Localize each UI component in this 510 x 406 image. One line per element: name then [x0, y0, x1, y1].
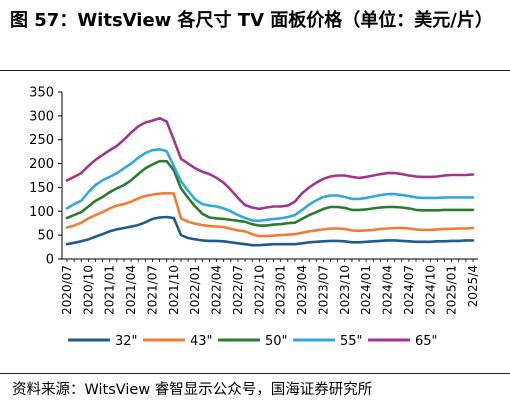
- x-tick-label: 2022/10: [252, 265, 266, 315]
- x-tick-label: 2021/07: [145, 265, 159, 315]
- x-tick-label: 2022/01: [188, 265, 202, 315]
- title-underline: [0, 70, 510, 71]
- x-tick-label: 2023/07: [316, 265, 330, 315]
- y-tick-label: 200: [29, 157, 54, 172]
- legend-label-4: 65": [415, 334, 438, 349]
- x-tick-label: 2024/01: [359, 265, 373, 315]
- source-divider: [0, 373, 510, 374]
- figure-title: 图 57：WitsView 各尺寸 TV 面板价格（单位：美元/片）: [10, 10, 493, 31]
- series-line-2: [65, 159, 475, 227]
- y-tick-label: 0: [46, 253, 54, 268]
- x-tick-label: 2023/01: [274, 265, 288, 315]
- x-tick-label: 2024/07: [402, 265, 416, 315]
- y-tick-label: 250: [29, 133, 54, 148]
- x-tick-label: 2020/10: [81, 265, 95, 315]
- x-tick-label: 2024/04: [381, 265, 395, 315]
- line-chart: 0 50 100 150 200 250 300 350 2020/07 2020/10 2021/…: [29, 86, 480, 350]
- x-tick-label: 2021/10: [167, 265, 181, 315]
- x-tick-label: 2024/10: [423, 265, 437, 315]
- x-tick-label: 2025/01: [445, 265, 459, 315]
- y-tick-label: 300: [29, 109, 54, 124]
- x-tick-label: 2022/07: [231, 265, 245, 315]
- legend-label-0: 32": [115, 334, 138, 349]
- series-line-0: [65, 215, 475, 247]
- y-tick-label: 150: [29, 181, 54, 196]
- legend-label-2: 50": [265, 334, 288, 349]
- y-tick-label: 100: [29, 205, 54, 220]
- y-tick-label: 350: [29, 86, 54, 101]
- x-tick-label: 2025/4: [466, 265, 480, 307]
- series-line-4: [65, 116, 475, 211]
- y-tick-label: 50: [37, 229, 54, 244]
- x-tick-label: 2022/04: [210, 265, 224, 315]
- legend-label-1: 43": [190, 334, 213, 349]
- x-tick-label: 2023/10: [338, 265, 352, 315]
- legend-label-3: 55": [340, 334, 363, 349]
- x-tick-label: 2021/04: [124, 265, 138, 315]
- x-tick-label: 2023/04: [295, 265, 309, 315]
- series-line-3: [65, 148, 475, 223]
- x-tick-label: 2021/01: [103, 265, 117, 315]
- series-line-1: [65, 191, 475, 238]
- source-note: 资料来源：WitsView 睿智显示公众号，国海证券研究所: [12, 382, 373, 398]
- x-tick-label: 2020/07: [60, 265, 74, 315]
